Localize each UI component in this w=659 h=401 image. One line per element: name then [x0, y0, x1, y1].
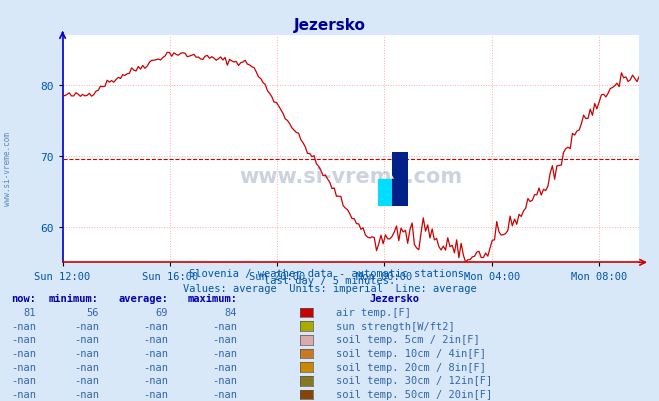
Text: -nan: -nan	[74, 334, 99, 344]
Text: minimum:: minimum:	[49, 294, 99, 304]
Text: soil temp. 50cm / 20in[F]: soil temp. 50cm / 20in[F]	[336, 389, 492, 399]
Text: www.si-vreme.com: www.si-vreme.com	[3, 132, 13, 205]
Polygon shape	[393, 180, 407, 206]
Text: -nan: -nan	[212, 321, 237, 331]
Text: -nan: -nan	[143, 362, 168, 372]
Text: -nan: -nan	[143, 375, 168, 385]
Text: 81: 81	[24, 307, 36, 317]
Text: -nan: -nan	[212, 348, 237, 358]
Text: soil temp. 20cm / 8in[F]: soil temp. 20cm / 8in[F]	[336, 362, 486, 372]
Polygon shape	[393, 153, 407, 180]
Text: www.si-vreme.com: www.si-vreme.com	[239, 166, 463, 186]
Text: now:: now:	[11, 294, 36, 304]
Text: -nan: -nan	[212, 334, 237, 344]
Text: Jezersko: Jezersko	[369, 294, 419, 304]
Text: -nan: -nan	[212, 389, 237, 399]
Text: -nan: -nan	[11, 321, 36, 331]
Text: sun strength[W/ft2]: sun strength[W/ft2]	[336, 321, 455, 331]
Text: average:: average:	[118, 294, 168, 304]
Text: air temp.[F]: air temp.[F]	[336, 307, 411, 317]
Text: -nan: -nan	[143, 348, 168, 358]
Text: Values: average  Units: imperial  Line: average: Values: average Units: imperial Line: av…	[183, 283, 476, 293]
Text: -nan: -nan	[11, 375, 36, 385]
Polygon shape	[378, 180, 393, 206]
Text: -nan: -nan	[74, 375, 99, 385]
Text: soil temp. 30cm / 12in[F]: soil temp. 30cm / 12in[F]	[336, 375, 492, 385]
Text: soil temp. 10cm / 4in[F]: soil temp. 10cm / 4in[F]	[336, 348, 486, 358]
Polygon shape	[393, 180, 407, 206]
Text: Slovenia / weather data - automatic stations.: Slovenia / weather data - automatic stat…	[189, 268, 470, 278]
Text: -nan: -nan	[11, 362, 36, 372]
Text: -nan: -nan	[212, 375, 237, 385]
Text: 56: 56	[86, 307, 99, 317]
Polygon shape	[393, 153, 407, 180]
Text: last day / 5 minutes.: last day / 5 minutes.	[264, 275, 395, 286]
Text: -nan: -nan	[74, 389, 99, 399]
Text: soil temp. 5cm / 2in[F]: soil temp. 5cm / 2in[F]	[336, 334, 480, 344]
Text: maximum:: maximum:	[187, 294, 237, 304]
Text: -nan: -nan	[74, 362, 99, 372]
Text: -nan: -nan	[143, 389, 168, 399]
Text: 84: 84	[225, 307, 237, 317]
Text: 69: 69	[156, 307, 168, 317]
Text: -nan: -nan	[143, 321, 168, 331]
Text: -nan: -nan	[11, 389, 36, 399]
Text: -nan: -nan	[74, 348, 99, 358]
Text: -nan: -nan	[212, 362, 237, 372]
Text: -nan: -nan	[11, 334, 36, 344]
Polygon shape	[393, 153, 407, 180]
Text: -nan: -nan	[143, 334, 168, 344]
Text: -nan: -nan	[11, 348, 36, 358]
Text: Jezersko: Jezersko	[293, 18, 366, 33]
Text: -nan: -nan	[74, 321, 99, 331]
